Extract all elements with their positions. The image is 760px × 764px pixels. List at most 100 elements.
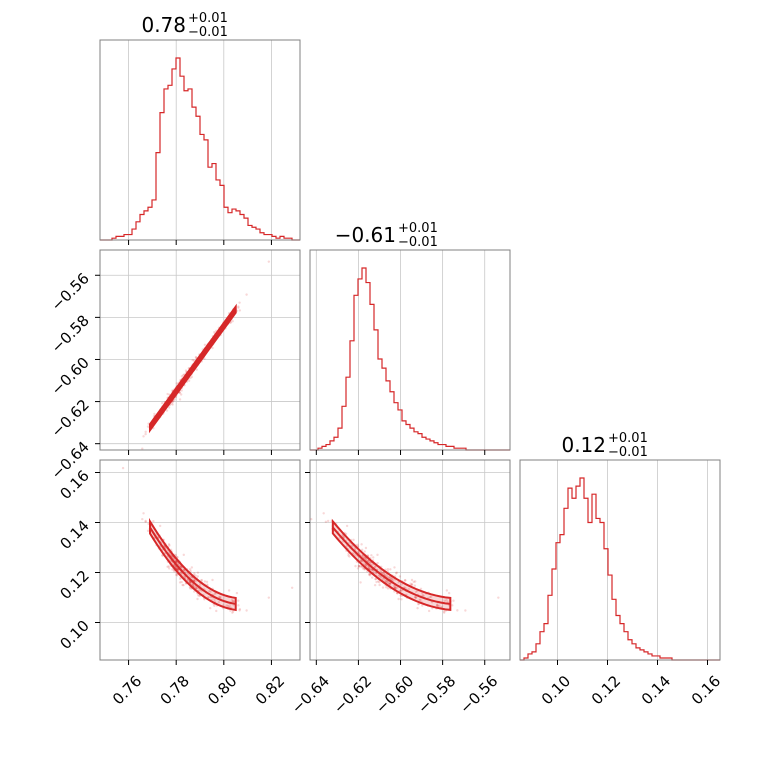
panel-p3-vs-p1-point-392: [213, 592, 217, 595]
panel-p3-vs-p2-point-61: [381, 571, 384, 575]
ytick-label-row2-2: 0.14: [56, 517, 92, 553]
panel-p3-vs-p1-point-223: [200, 578, 204, 582]
panel-p3-vs-p1-point-39: [229, 609, 232, 612]
panel-p3-vs-p2-point-152: [363, 550, 366, 553]
hist-1-title-sub: −0.01: [188, 25, 228, 40]
panel-p3-vs-p1-point-387: [205, 580, 209, 584]
panel-p3-vs-p2-points: [294, 467, 500, 614]
panel-p3-vs-p1-point-403: [209, 590, 212, 594]
panel-p3-vs-p2-point-252: [363, 568, 366, 571]
panel-p3-vs-p2-point-237: [360, 559, 363, 563]
panel-p3-vs-p2-point-216: [345, 524, 349, 528]
panel-p3-vs-p2-point-205: [368, 572, 372, 576]
histogram-3-step: [520, 477, 720, 661]
panel-p3-vs-p1-point-243: [176, 568, 179, 571]
panel-p3-vs-p1-point-169: [189, 575, 192, 578]
panel-p3-vs-p2-point-259: [294, 467, 296, 469]
panel-p3-vs-p2-contour-inner: [332, 526, 451, 605]
panel-p3-vs-p1-point-74: [209, 595, 212, 599]
ytick-label-row1-1: −0.62: [48, 396, 93, 441]
panel-p3-vs-p1-point-175: [178, 581, 182, 584]
panel-p2-vs-p1-contour-inner: [149, 309, 237, 428]
ytick-label-row1-4: −0.56: [48, 269, 93, 314]
panel-p3-vs-p1-point-343: [196, 597, 199, 601]
panel-p3-vs-p1-point-397: [182, 574, 185, 577]
panel-p3-vs-p2-point-407: [388, 576, 391, 579]
panel-p2-vs-p1-point-17: [180, 375, 184, 378]
panel-p3-vs-p2-point-202: [384, 579, 387, 583]
panel-p3-vs-p1-point-98: [182, 583, 185, 587]
panel-p3-vs-p2-point-332: [416, 606, 419, 610]
panel-p3-vs-p2-point-117: [427, 609, 431, 613]
panel-p2-vs-p1-point-308: [165, 409, 169, 412]
panel-p3-vs-p2-point-271: [418, 598, 421, 602]
panel-p3-vs-p2-point-313: [403, 579, 407, 582]
hist-3-frame: [519, 459, 721, 661]
panel-p3-vs-p2-point-24: [387, 581, 390, 585]
panel-p3-vs-p1-point-151: [181, 583, 184, 587]
panel-p3-vs-p2-point-399: [398, 575, 402, 578]
panel-p3-vs-p1-point-143: [152, 520, 155, 523]
panel-p3-vs-p1-point-285: [180, 580, 183, 584]
hist-1-frame: [99, 39, 301, 241]
panel-p3-vs-p1-point-70: [168, 544, 171, 547]
panel-p2-vs-p1-point-179: [195, 368, 198, 371]
panel-p3-vs-p2-point-180: [366, 559, 370, 563]
panel-p3-vs-p2-point-109: [369, 561, 372, 564]
panel-p3-vs-p2-point-269: [388, 582, 392, 585]
panel-p3-vs-p2-point-20: [413, 580, 417, 583]
panel-p3-vs-p1-point-114: [193, 590, 196, 593]
panel-p3-vs-p2-point-12: [368, 567, 371, 570]
panel-p3-vs-p2-point-289: [360, 548, 364, 552]
panel-p3-vs-p1-point-332: [209, 606, 212, 610]
panel-p3-vs-p2-point-296: [451, 604, 454, 607]
panel-p3-vs-p1-point-234: [229, 603, 232, 606]
panel-p3-vs-p1-point-207: [194, 579, 198, 583]
xtick-label-p2-3: −0.58: [414, 672, 459, 717]
panel-p3-vs-p2-point-203: [447, 591, 451, 595]
panel-p3-vs-p2-point-395: [358, 564, 361, 568]
panel-p3-vs-p1-contour-outer: [149, 517, 237, 612]
hist-3-title-sub: −0.01: [608, 445, 648, 460]
panel-p3-vs-p1-point-383: [198, 588, 201, 592]
panel-p3-vs-p2-point-75: [421, 592, 424, 595]
panel-p3-vs-p2-point-247: [385, 586, 388, 589]
panel-p3-vs-p2-point-285: [375, 580, 378, 584]
panel-p2-vs-p1-point-154: [167, 406, 171, 409]
panel-p3-vs-p1-point-203: [235, 591, 239, 595]
panel-p3-vs-p1-point-28: [198, 583, 202, 586]
panel-p3-vs-p2-frame: [309, 459, 511, 661]
panel-p3-vs-p2-point-406: [381, 586, 385, 589]
panel-p3-vs-p2-point-322: [417, 602, 420, 606]
panel-p3-vs-p1-point-50: [178, 564, 182, 568]
panel-p3-vs-p2-point-353: [392, 584, 396, 588]
panel-p3-vs-p1-point-20: [203, 580, 207, 583]
panel-p3-vs-p2-point-280: [356, 567, 360, 570]
panel-p3-vs-p2-point-129: [378, 581, 381, 584]
panel-p3-vs-p2-point-98: [373, 583, 377, 587]
panel-p2-vs-p1-point-147: [267, 260, 271, 263]
panel-p3-vs-p1-point-57: [203, 598, 206, 601]
histogram-1-step: [100, 57, 300, 241]
ytick-label-row1-3: −0.58: [48, 311, 93, 356]
panel-p2-vs-p1-point-129: [187, 379, 191, 382]
panel-p3-vs-p2-point-225: [352, 538, 355, 541]
panel-p3-vs-p1-point-53: [218, 595, 221, 599]
panel-p3-vs-p1-point-160: [179, 577, 182, 581]
panel-p3-vs-p1-point-117: [215, 609, 218, 613]
panel-p3-vs-p2-point-314: [389, 568, 392, 571]
panel-p3-vs-p2-point-151: [378, 583, 381, 587]
panel-p3-vs-p2-point-222: [377, 574, 381, 577]
xtick-label-p3-0: 0.10: [538, 672, 574, 708]
xtick-label-p1-1: 0.78: [157, 672, 193, 708]
panel-p3-vs-p1-point-35: [227, 589, 231, 592]
panel-p3-vs-p2-point-218: [369, 574, 372, 577]
panel-p3-vs-p1-point-79: [230, 598, 234, 602]
panel-p3-vs-p2-point-42: [422, 594, 425, 598]
panel-p3-vs-p1-point-69: [167, 543, 171, 546]
panel-p3-vs-p2-point-128: [367, 565, 370, 569]
panel-p2-vs-p1-point-411: [238, 309, 242, 312]
panel-p3-vs-p2-point-167: [368, 561, 372, 564]
panel-p3-vs-p1-point-86: [231, 610, 235, 613]
panel-p3-vs-p1-point-382: [176, 568, 180, 571]
